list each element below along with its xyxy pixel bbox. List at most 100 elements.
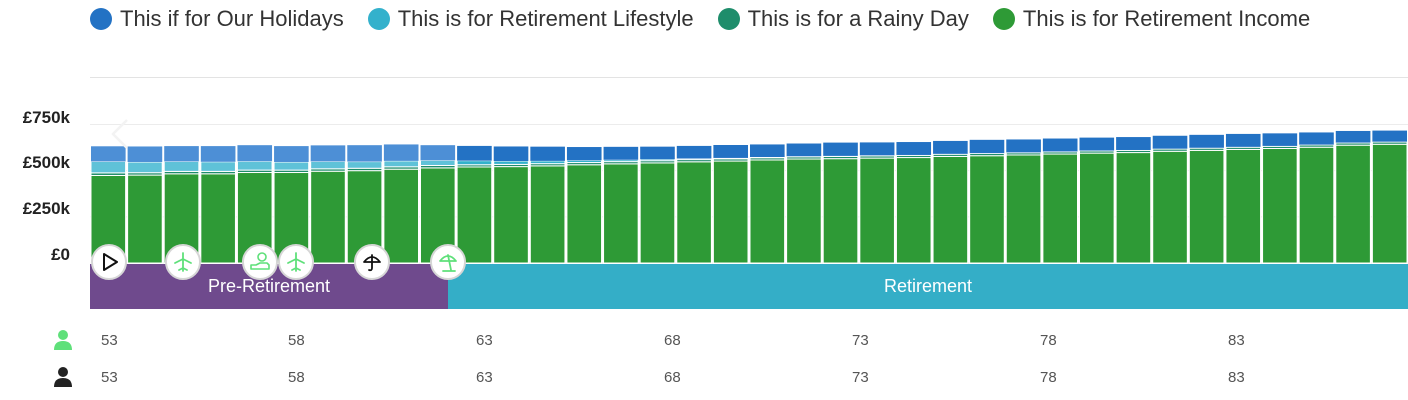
- bar-segment-retirement-lifestyle-age-56[interactable]: [200, 161, 236, 172]
- bar-segment-holidays-age-82[interactable]: [1152, 135, 1188, 149]
- bar-segment-holidays-age-86[interactable]: [1299, 132, 1334, 145]
- bar-segment-retirement-lifestyle-age-61[interactable]: [383, 160, 420, 168]
- retirement-phase[interactable]: Retirement: [448, 264, 1408, 309]
- bar-segment-retirement-lifestyle-age-67[interactable]: [603, 159, 639, 163]
- bar-segment-retirement-income-age-87[interactable]: [1335, 144, 1371, 264]
- bar-segment-retirement-income-age-88[interactable]: [1371, 143, 1408, 264]
- bar-segment-holidays-age-74[interactable]: [859, 142, 895, 156]
- holiday-event-marker[interactable]: [278, 244, 314, 280]
- bar-segment-retirement-income-age-79[interactable]: [1042, 153, 1079, 264]
- bar-segment-holidays-age-88[interactable]: [1372, 130, 1407, 142]
- bar-segment-retirement-income-age-78[interactable]: [1005, 154, 1042, 264]
- bar-segment-retirement-lifestyle-age-59[interactable]: [310, 160, 346, 170]
- bar-segment-holidays-age-83[interactable]: [1189, 134, 1224, 148]
- bar-segment-holidays-age-64[interactable]: [493, 146, 529, 162]
- bar-segment-retirement-lifestyle-age-73[interactable]: [822, 155, 859, 157]
- bar-segment-retirement-lifestyle-age-53[interactable]: [90, 160, 127, 174]
- bar-segment-holidays-age-61[interactable]: [383, 144, 419, 161]
- bar-segment-retirement-income-age-75[interactable]: [895, 157, 932, 264]
- bar-segment-holidays-age-67[interactable]: [603, 146, 639, 160]
- retirement-event-marker[interactable]: [430, 244, 466, 280]
- bar-segment-retirement-income-age-66[interactable]: [566, 164, 603, 264]
- bar-segment-retirement-income-age-72[interactable]: [786, 158, 822, 264]
- bar-segment-holidays-age-70[interactable]: [713, 145, 748, 158]
- bar-segment-retirement-lifestyle-age-57[interactable]: [236, 160, 273, 171]
- legend-item-rainy-day[interactable]: This is for a Rainy Day: [717, 6, 969, 32]
- bar-segment-holidays-age-87[interactable]: [1335, 130, 1371, 143]
- bar-segment-retirement-income-age-65[interactable]: [529, 165, 566, 264]
- bar-segment-retirement-income-age-64[interactable]: [493, 166, 529, 264]
- bar-segment-retirement-income-age-86[interactable]: [1298, 146, 1335, 264]
- bar-segment-retirement-income-age-68[interactable]: [639, 162, 676, 264]
- bar-segment-holidays-age-80[interactable]: [1079, 137, 1115, 151]
- bar-segment-holidays-age-63[interactable]: [457, 145, 492, 161]
- bar-segment-retirement-income-age-61[interactable]: [383, 168, 420, 264]
- rainy-day-event-marker[interactable]: [354, 244, 390, 280]
- bar-segment-holidays-age-84[interactable]: [1225, 133, 1261, 147]
- bar-segment-holidays-age-79[interactable]: [1042, 138, 1078, 152]
- bar-segment-holidays-age-85[interactable]: [1262, 133, 1298, 146]
- bar-segment-holidays-age-57[interactable]: [237, 145, 273, 162]
- bar-segment-holidays-age-76[interactable]: [933, 140, 968, 154]
- legend-item-holidays[interactable]: This if for Our Holidays: [90, 6, 344, 32]
- bar-segment-retirement-lifestyle-age-74[interactable]: [859, 154, 895, 157]
- bar-segment-retirement-lifestyle-age-54[interactable]: [127, 161, 163, 174]
- bar-segment-holidays-age-69[interactable]: [676, 145, 712, 159]
- bar-segment-retirement-lifestyle-age-65[interactable]: [529, 160, 566, 165]
- bar-segment-retirement-lifestyle-age-72[interactable]: [786, 155, 822, 158]
- bar-segment-retirement-income-age-63[interactable]: [456, 166, 493, 264]
- bar-segment-holidays-age-59[interactable]: [310, 145, 346, 162]
- bar-segment-retirement-income-age-77[interactable]: [969, 155, 1005, 264]
- legend-item-income[interactable]: This is for Retirement Income: [992, 6, 1310, 32]
- bar-segment-retirement-income-age-73[interactable]: [822, 158, 859, 264]
- bar-segment-holidays-age-56[interactable]: [200, 146, 236, 162]
- bar-segment-retirement-income-age-56[interactable]: [200, 173, 236, 264]
- bar-segment-holidays-age-73[interactable]: [823, 142, 858, 156]
- bar-segment-holidays-age-81[interactable]: [1116, 137, 1151, 150]
- bar-segment-retirement-income-age-74[interactable]: [859, 157, 895, 264]
- bar-segment-retirement-income-age-84[interactable]: [1225, 148, 1262, 264]
- bar-segment-holidays-age-71[interactable]: [750, 144, 785, 157]
- bar-segment-retirement-income-age-59[interactable]: [310, 170, 346, 264]
- bar-segment-holidays-age-77[interactable]: [969, 139, 1005, 154]
- bar-segment-retirement-lifestyle-age-68[interactable]: [639, 158, 676, 162]
- bar-segment-retirement-lifestyle-age-60[interactable]: [346, 161, 383, 169]
- bar-segment-retirement-lifestyle-age-70[interactable]: [712, 157, 749, 160]
- bar-segment-retirement-income-age-70[interactable]: [712, 160, 749, 264]
- bar-segment-retirement-income-age-81[interactable]: [1115, 152, 1152, 264]
- bar-segment-holidays-age-75[interactable]: [896, 142, 932, 155]
- bar-segment-retirement-income-age-69[interactable]: [676, 161, 712, 264]
- bar-segment-retirement-lifestyle-age-64[interactable]: [493, 160, 529, 165]
- holiday-event-marker[interactable]: [165, 244, 201, 280]
- bar-segment-retirement-income-age-82[interactable]: [1152, 150, 1188, 264]
- bar-segment-retirement-lifestyle-age-71[interactable]: [749, 156, 786, 159]
- bar-segment-holidays-age-54[interactable]: [127, 146, 163, 162]
- bar-segment-retirement-income-age-76[interactable]: [932, 155, 969, 264]
- bar-segment-retirement-lifestyle-age-66[interactable]: [566, 159, 603, 164]
- bar-segment-retirement-lifestyle-age-69[interactable]: [676, 157, 712, 161]
- legend-item-lifestyle[interactable]: This is for Retirement Lifestyle: [367, 6, 694, 32]
- bar-segment-holidays-age-66[interactable]: [566, 147, 602, 161]
- bar-segment-retirement-income-age-67[interactable]: [603, 163, 639, 264]
- bar-segment-holidays-age-68[interactable]: [640, 146, 675, 160]
- bar-segment-holidays-age-53[interactable]: [91, 146, 126, 162]
- bar-segment-holidays-age-65[interactable]: [530, 146, 565, 161]
- bar-segment-retirement-lifestyle-age-55[interactable]: [163, 160, 200, 172]
- bar-segment-retirement-lifestyle-age-62[interactable]: [420, 159, 456, 166]
- play-button[interactable]: [91, 244, 127, 280]
- savings-event-marker[interactable]: [242, 244, 278, 280]
- bar-segment-retirement-income-age-80[interactable]: [1079, 152, 1115, 264]
- bar-segment-holidays-age-78[interactable]: [1006, 139, 1041, 153]
- bar-segment-retirement-income-age-71[interactable]: [749, 159, 786, 264]
- chevron-left-icon[interactable]: [105, 116, 135, 152]
- bar-segment-holidays-age-62[interactable]: [420, 145, 456, 161]
- bar-segment-retirement-income-age-54[interactable]: [127, 174, 163, 264]
- bar-segment-holidays-age-60[interactable]: [347, 145, 382, 162]
- bar-segment-retirement-lifestyle-age-63[interactable]: [456, 160, 493, 166]
- bar-segment-retirement-income-age-83[interactable]: [1188, 149, 1225, 264]
- bar-segment-holidays-age-55[interactable]: [164, 146, 199, 162]
- bar-segment-retirement-income-age-85[interactable]: [1262, 148, 1298, 264]
- bar-segment-retirement-lifestyle-age-58[interactable]: [273, 161, 310, 171]
- bar-segment-holidays-age-72[interactable]: [786, 143, 822, 157]
- bar-segment-holidays-age-58[interactable]: [274, 146, 309, 162]
